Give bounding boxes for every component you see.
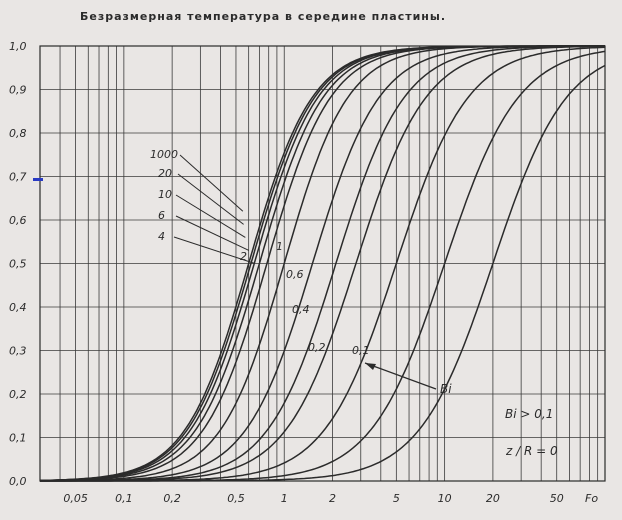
y-tick-label: 0,4 <box>9 301 27 314</box>
x-tick-label: 0,05 <box>63 492 88 505</box>
plot-frame <box>39 45 606 482</box>
curve-label: 0,1 <box>352 344 370 357</box>
x-tick-label: 5 <box>393 492 400 505</box>
curve-label: 20 <box>158 167 172 180</box>
series-line <box>40 64 606 482</box>
x-tick-label: 10 <box>438 492 452 505</box>
curve-label: 0,4 <box>292 303 310 316</box>
curve-label: 6 <box>158 209 165 222</box>
y-tick-label: 0,6 <box>9 214 27 227</box>
y-tick-label: 0,1 <box>9 432 27 445</box>
x-axis-tick-labels: 0,05 0,1 0,2 0,5 1 2 5 10 20 50 <box>63 492 563 505</box>
y-tick-label: 0,3 <box>9 345 27 358</box>
series-line <box>40 45 605 482</box>
y-tick-label: 1,0 <box>9 40 27 53</box>
y-tick-label: 0,2 <box>9 388 27 401</box>
series-line <box>40 45 605 482</box>
bi-arrow-line <box>364 362 437 390</box>
curve-label: 0,6 <box>286 268 304 281</box>
bi-condition-label: Bi > 0,1 <box>505 407 553 421</box>
x-tick-label: 0,5 <box>227 492 245 505</box>
y-tick-label: 0,0 <box>9 475 27 488</box>
y-tick-label: 0,5 <box>9 258 27 271</box>
x-tick-label: 50 <box>550 492 564 505</box>
y-axis-tick-labels: 0,0 0,1 0,2 0,3 0,4 0,5 0,6 0,7 0,8 0,9 1,0 <box>9 40 27 488</box>
bi-arrow-label: Bi <box>440 382 452 396</box>
curve-label: 4 <box>158 230 165 243</box>
curve-leader-line <box>175 194 246 238</box>
chart-curves <box>39 45 606 482</box>
curve-leader-line <box>179 154 244 212</box>
curve-leader-line <box>177 173 244 225</box>
position-label: z / R = 0 <box>505 444 558 458</box>
curve-label: 1000 <box>150 148 178 161</box>
curve-label: 0,2 <box>308 341 326 354</box>
chart-title: Безразмерная температура в середине плас… <box>80 10 446 23</box>
y-tick-label: 0,8 <box>9 127 27 140</box>
curve-label: 2 <box>240 250 247 263</box>
x-tick-label: 2 <box>329 492 336 505</box>
x-tick-label: 20 <box>486 492 500 505</box>
x-axis-label: Fo <box>585 492 598 505</box>
pen-mark <box>33 178 43 181</box>
curve-label: 10 <box>158 188 172 201</box>
x-tick-label: 1 <box>281 492 288 505</box>
curve-leader-line <box>175 215 250 251</box>
curve-label: 1 <box>276 240 283 253</box>
curve-leader-line <box>173 236 255 264</box>
curve-labels: 1000 20 10 6 4 2 1 0,6 0,4 0,2 0,1 <box>150 148 370 357</box>
y-tick-label: 0,9 <box>9 84 27 97</box>
bi-arrow-head <box>365 363 376 370</box>
x-tick-label: 0,1 <box>115 492 133 505</box>
y-tick-label: 0,7 <box>9 171 27 184</box>
x-tick-label: 0,2 <box>163 492 181 505</box>
